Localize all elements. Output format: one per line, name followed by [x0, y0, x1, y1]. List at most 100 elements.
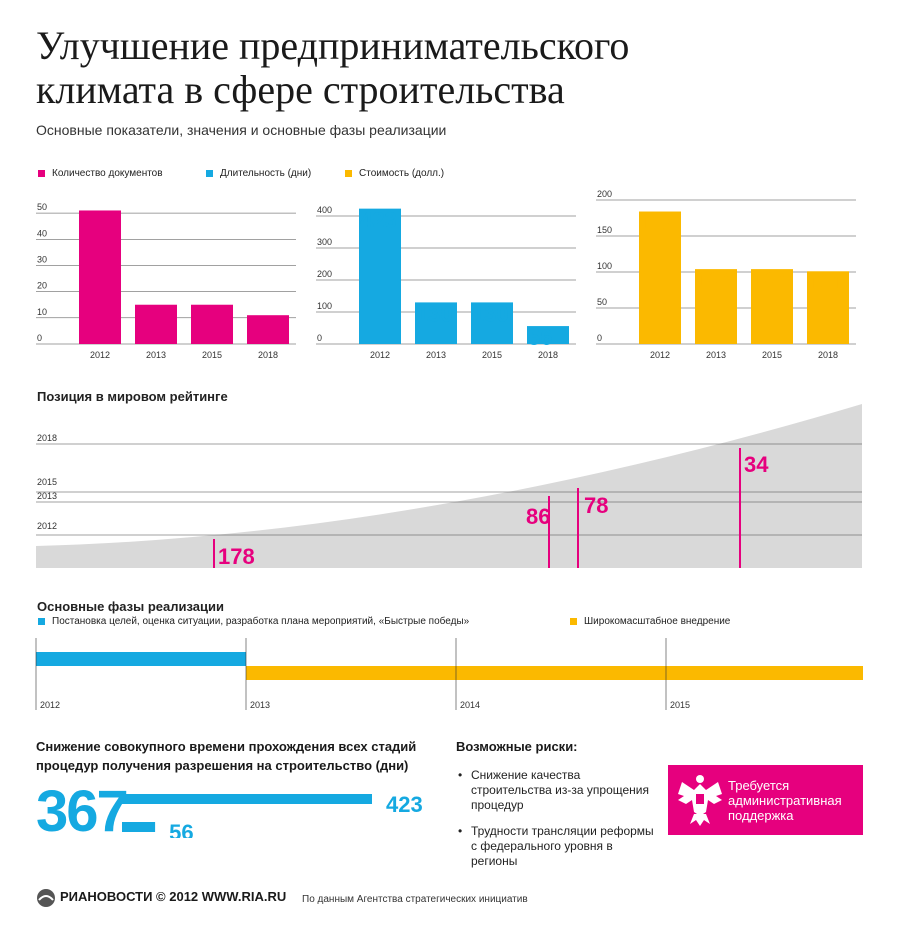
y-tick-label: 50: [37, 202, 47, 212]
rating-title: Позиция в мировом рейтинге: [37, 389, 228, 404]
y-tick-label: 400: [317, 205, 332, 215]
reduction-bars: 423 56: [122, 792, 423, 838]
phase-legend-2: Широкомасштабное внедрение: [570, 616, 730, 627]
bar: [359, 208, 401, 344]
legend-label: Длительность (дни): [220, 168, 312, 179]
bar: [191, 304, 233, 344]
bar: [751, 269, 793, 344]
footer-logo: РИАНОВОСТИ © 2012 WWW.RIA.RU: [60, 889, 287, 904]
risks-title: Возможные риски:: [456, 739, 578, 754]
y-tick-label: 100: [317, 301, 332, 311]
legend-cost: Стоимость (долл.): [345, 168, 444, 179]
bar: [695, 269, 737, 344]
reduction-value-label: 423: [386, 792, 423, 817]
legend-swatch-yellow: [570, 618, 577, 625]
year-label: 2015: [37, 477, 57, 487]
year-label: 2012: [37, 521, 57, 531]
bar: [471, 302, 513, 344]
bar-value-label: 11: [248, 314, 271, 339]
rating-area: [36, 404, 862, 568]
y-tick-label: 150: [597, 225, 612, 235]
y-tick-label: 0: [597, 333, 602, 343]
y-tick-label: 0: [37, 333, 42, 343]
footer-source: По данным Агентства стратегических иници…: [302, 894, 528, 905]
legend-swatch-yellow: [345, 170, 352, 177]
risk-item: Трудности трансляции реформы с федеральн…: [458, 824, 661, 869]
phase-bar-yellow: [246, 666, 863, 680]
bar-value-label: 15: [192, 304, 216, 329]
rating-chart: 2012 2013 2015 2018 178 86 78 34: [36, 404, 862, 569]
year-label: 2018: [37, 433, 57, 443]
x-tick-label: 2015: [762, 350, 782, 360]
bar-value-label: 51: [80, 209, 104, 234]
bar-value-label: 101: [808, 270, 845, 295]
phase-bar-blue: [36, 652, 246, 666]
bar-charts: 0 10 20 30 40 50 51 2012 15 2013 15 2015 11 2018 0 100…: [36, 189, 856, 360]
bar: [527, 326, 569, 344]
y-tick-label: 50: [597, 297, 607, 307]
rank-label: 34: [744, 452, 769, 477]
x-tick-label: 2015: [482, 350, 502, 360]
x-tick-label: 2013: [146, 350, 166, 360]
legend-label: Стоимость (долл.): [359, 168, 445, 179]
bar-value-label: 184: [640, 211, 677, 236]
legend-swatch-blue: [38, 618, 45, 625]
reduction-bar: [122, 794, 372, 804]
bar-value-label: 104: [752, 268, 789, 293]
reduction-value-label: 56: [169, 820, 193, 838]
bar-value-label: 104: [696, 268, 733, 293]
bar-value-label: 423: [360, 208, 397, 233]
x-tick-label: 2018: [818, 350, 838, 360]
bar-value-label: 130: [416, 301, 453, 326]
legend-swatch-magenta: [38, 170, 45, 177]
bar-chart-documents: 0 10 20 30 40 50 51 2012 15 2013 15 2015 11 2018: [36, 202, 296, 360]
bar: [247, 315, 289, 344]
risk-item: Снижение качества строительства из-за уп…: [458, 768, 661, 813]
x-tick-label: 2018: [258, 350, 278, 360]
y-tick-label: 30: [37, 254, 47, 264]
phases-title: Основные фазы реализации: [37, 599, 225, 614]
rank-label: 78: [584, 493, 608, 518]
bar: [135, 304, 177, 344]
x-tick-label: 2015: [202, 350, 222, 360]
rank-label: 86: [526, 504, 550, 529]
phase-label: Широкомасштабное внедрение: [584, 616, 731, 627]
bar-value-label: 130: [472, 301, 509, 326]
x-tick-label: 2013: [426, 350, 446, 360]
reduction-total: 367: [36, 779, 129, 844]
page-subtitle: Основные показатели, значения и основные…: [36, 122, 447, 138]
y-tick-label: 10: [37, 307, 47, 317]
y-tick-label: 200: [317, 269, 332, 279]
eagle-emblem-icon: [678, 775, 722, 826]
x-tick-label: 2012: [650, 350, 670, 360]
phase-legend-1: Постановка целей, оценка ситуации, разра…: [38, 616, 469, 627]
phase-year: 2015: [670, 700, 690, 710]
legend-swatch-blue: [206, 170, 213, 177]
y-tick-label: 200: [597, 189, 612, 199]
x-tick-label: 2012: [370, 350, 390, 360]
reduction-title: Снижение совокупного времени прохождения…: [36, 739, 417, 773]
bar: [415, 302, 457, 344]
bar-chart-cost: 0 50 100 150 200 184 2012 104 2013 104 2015 101 2018: [596, 189, 856, 360]
legend-duration: Длительность (дни): [206, 168, 311, 179]
phase-year: 2014: [460, 700, 480, 710]
page-title: Улучшение предпринимательского климата в…: [36, 23, 630, 112]
legend-documents: Количество документов: [38, 168, 163, 179]
admin-support-text: Требуется административная поддержка: [728, 778, 842, 823]
y-tick-label: 100: [597, 261, 612, 271]
y-tick-label: 0: [317, 333, 322, 343]
phase-year: 2013: [250, 700, 270, 710]
ria-logo-icon: [37, 889, 55, 907]
y-tick-label: 40: [37, 228, 47, 238]
x-tick-label: 2018: [538, 350, 558, 360]
bar: [79, 210, 121, 344]
bar-value-label: 56: [528, 325, 552, 350]
y-tick-label: 20: [37, 281, 47, 291]
phase-label: Постановка целей, оценка ситуации, разра…: [52, 616, 470, 627]
bar: [807, 271, 849, 344]
x-tick-label: 2013: [706, 350, 726, 360]
legend-label: Количество документов: [52, 168, 163, 179]
rank-label: 178: [218, 544, 255, 569]
phase-year: 2012: [40, 700, 60, 710]
